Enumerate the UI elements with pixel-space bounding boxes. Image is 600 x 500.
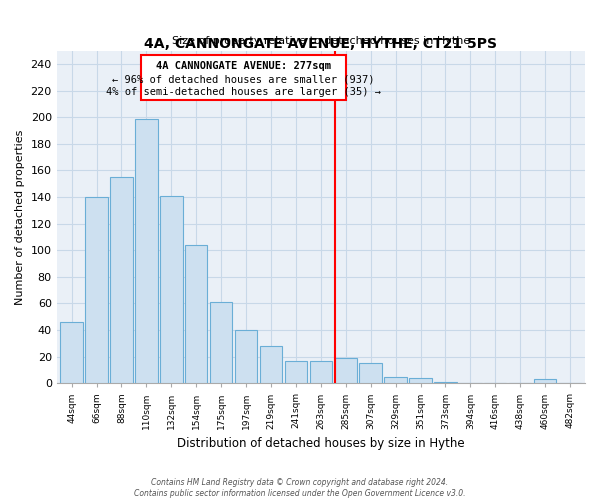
X-axis label: Distribution of detached houses by size in Hythe: Distribution of detached houses by size …	[177, 437, 464, 450]
Bar	[185, 245, 208, 384]
Bar	[210, 302, 232, 384]
Bar	[110, 177, 133, 384]
Bar	[409, 378, 432, 384]
Bar	[160, 196, 182, 384]
Bar	[335, 358, 357, 384]
Bar	[385, 376, 407, 384]
Bar	[260, 346, 282, 384]
Y-axis label: Number of detached properties: Number of detached properties	[15, 130, 25, 304]
FancyBboxPatch shape	[142, 55, 346, 100]
Bar	[61, 322, 83, 384]
Text: ← 96% of detached houses are smaller (937): ← 96% of detached houses are smaller (93…	[112, 74, 375, 85]
Bar	[359, 364, 382, 384]
Bar	[235, 330, 257, 384]
Bar	[135, 118, 158, 384]
Bar	[310, 360, 332, 384]
Bar	[284, 360, 307, 384]
Bar	[434, 382, 457, 384]
Text: Contains HM Land Registry data © Crown copyright and database right 2024.
Contai: Contains HM Land Registry data © Crown c…	[134, 478, 466, 498]
Text: 4% of semi-detached houses are larger (35) →: 4% of semi-detached houses are larger (3…	[106, 86, 381, 97]
Bar	[534, 380, 556, 384]
Title: 4A, CANNONGATE AVENUE, HYTHE, CT21 5PS: 4A, CANNONGATE AVENUE, HYTHE, CT21 5PS	[145, 37, 497, 51]
Text: 4A CANNONGATE AVENUE: 277sqm: 4A CANNONGATE AVENUE: 277sqm	[156, 62, 331, 72]
Bar	[85, 197, 108, 384]
Text: Size of property relative to detached houses in Hythe: Size of property relative to detached ho…	[172, 36, 470, 46]
